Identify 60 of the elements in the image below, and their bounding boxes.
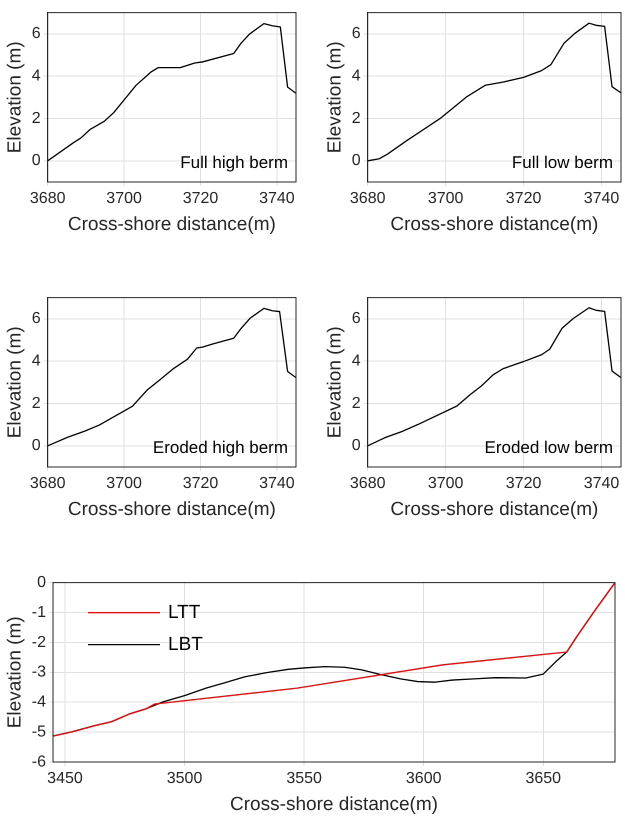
- y-tick-label: 6: [352, 310, 361, 328]
- x-tick-label: 3720: [506, 475, 542, 492]
- y-tick-label: 0: [32, 152, 41, 170]
- x-axis-title: Cross-shore distance(m): [68, 498, 276, 520]
- y-tick-label: 2: [352, 110, 361, 127]
- x-tick-label: 3740: [584, 475, 620, 492]
- y-tick-label: 0: [32, 437, 41, 454]
- y-tick-label: 4: [352, 68, 361, 85]
- y-tick-label: 2: [352, 394, 361, 412]
- y-axis-title: Elevation (m): [4, 41, 26, 154]
- annotation: Full low berm: [512, 153, 613, 172]
- y-tick-label: 4: [32, 68, 41, 85]
- x-tick-label: 3650: [525, 770, 562, 788]
- y-tick-label: 6: [32, 310, 41, 328]
- y-tick-label: -2: [32, 634, 46, 651]
- x-axis-title: Cross-shore distance(m): [230, 794, 438, 815]
- y-axis-title: Elevation (m): [4, 616, 26, 728]
- x-tick-label: 3680: [350, 475, 386, 492]
- x-tick-label: 3720: [182, 475, 218, 492]
- legend-label: LBT: [168, 634, 204, 655]
- legend-label: LTT: [168, 602, 201, 623]
- y-tick-label: 2: [32, 110, 41, 127]
- y-tick-label: 0: [352, 152, 361, 170]
- y-tick-label: -3: [32, 664, 46, 681]
- y-tick-label: 4: [352, 352, 361, 370]
- x-tick-label: 3740: [584, 190, 620, 208]
- x-tick-label: 3600: [406, 770, 442, 788]
- x-tick-label: 3550: [286, 770, 322, 788]
- x-tick-label: 3740: [259, 190, 295, 208]
- y-tick-label: -5: [32, 724, 46, 741]
- x-tick-label: 3680: [30, 475, 66, 492]
- y-tick-label: -1: [32, 604, 46, 621]
- y-axis-title: Elevation (m): [324, 326, 346, 438]
- x-tick-label: 3680: [30, 190, 66, 208]
- x-tick-label: 3740: [259, 475, 295, 492]
- x-tick-label: 3720: [506, 190, 542, 208]
- y-tick-label: 6: [32, 25, 41, 42]
- x-axis-title: Cross-shore distance(m): [390, 214, 598, 235]
- y-axis-title: Elevation (m): [324, 41, 346, 154]
- y-tick-label: -4: [32, 694, 46, 711]
- x-tick-label: 3700: [106, 475, 142, 492]
- x-tick-label: 3500: [166, 770, 202, 788]
- y-tick-label: 0: [352, 437, 361, 454]
- y-tick-label: 2: [32, 394, 41, 412]
- y-tick-label: 0: [37, 574, 46, 592]
- x-axis-title: Cross-shore distance(m): [68, 214, 276, 235]
- x-tick-label: 3700: [428, 475, 464, 492]
- x-tick-label: 3680: [350, 190, 386, 208]
- x-tick-label: 3450: [47, 770, 83, 788]
- annotation: Eroded low berm: [484, 438, 613, 458]
- y-tick-label: -6: [32, 753, 46, 770]
- y-tick-label: 4: [32, 352, 41, 370]
- annotation: Eroded high berm: [152, 438, 288, 458]
- annotation: Full high berm: [180, 153, 288, 172]
- x-tick-label: 3700: [428, 190, 464, 208]
- x-tick-label: 3720: [182, 190, 218, 208]
- y-tick-label: 6: [352, 25, 361, 42]
- x-axis-title: Cross-shore distance(m): [390, 498, 598, 520]
- y-axis-title: Elevation (m): [4, 326, 26, 438]
- x-tick-label: 3700: [106, 190, 142, 208]
